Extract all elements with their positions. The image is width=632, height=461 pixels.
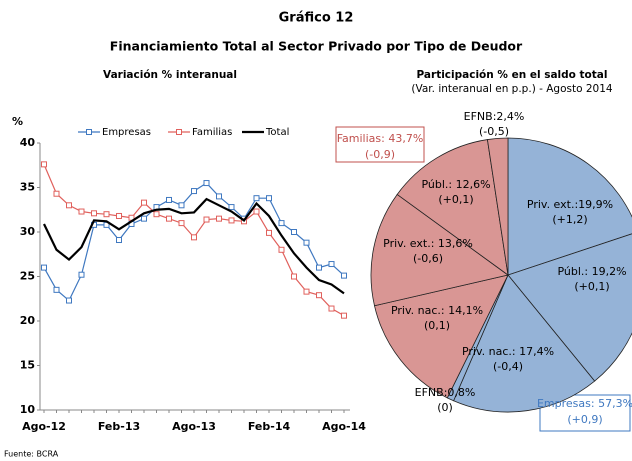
marker (303, 239, 310, 246)
marker (116, 237, 122, 244)
marker (266, 229, 272, 236)
y-tick-label: 15 (20, 359, 35, 372)
line-title: Variación % interanual (103, 69, 237, 81)
pie-slice (396, 139, 509, 276)
pie-slice (507, 233, 632, 382)
marker (203, 180, 210, 187)
y-tick-label: 35 (20, 181, 35, 194)
slice-label: EFNB:2,4% (464, 110, 525, 123)
pie-title: Participación % en el saldo total (417, 69, 608, 81)
pie-slice (374, 274, 509, 399)
marker (328, 305, 335, 312)
marker (203, 216, 210, 223)
slice-label: EFNB:0,8% (415, 386, 476, 399)
marker (178, 202, 185, 209)
slice-change: (0) (437, 401, 453, 414)
y-tick-label: 20 (20, 314, 36, 327)
marker (53, 190, 60, 197)
marker (278, 246, 285, 253)
marker (341, 312, 347, 319)
slice-label: Priv. ext.: 13,6% (383, 237, 473, 250)
marker (116, 212, 122, 219)
x-tick-label: Feb-14 (248, 420, 291, 433)
y-tick-label: 30 (20, 225, 36, 238)
marker (53, 286, 60, 293)
group-label: Empresas: 57,3% (537, 397, 632, 410)
pie-slice (370, 193, 509, 307)
slice-change: (+1,2) (552, 213, 587, 226)
familias-box (335, 126, 425, 163)
marker (153, 211, 160, 218)
pie-slice (507, 137, 632, 276)
marker (78, 271, 85, 278)
y-tick-label: 25 (20, 270, 35, 283)
slice-label: Priv. ext.:19,9% (527, 198, 613, 211)
y-tick-label: 10 (20, 403, 36, 416)
marker (78, 208, 85, 215)
legend-marker (176, 129, 182, 135)
slice-change: (-0,5) (479, 125, 509, 138)
marker (66, 202, 72, 209)
marker (303, 288, 310, 295)
marker (191, 234, 197, 241)
marker (341, 272, 347, 279)
marker (166, 215, 172, 222)
legend-marker (86, 129, 92, 135)
x-tick-label: Feb-13 (98, 420, 140, 433)
marker (191, 188, 197, 195)
slice-change: (-0,4) (493, 360, 523, 373)
source: Fuente: BCRA (4, 450, 59, 459)
x-tick-label: Ago-12 (22, 420, 66, 433)
group-label: Familias: 43,7% (337, 132, 424, 145)
marker (103, 211, 110, 218)
series-line (43, 197, 345, 295)
marker (41, 161, 47, 168)
legend-label: Familias (192, 127, 232, 138)
slice-label: Priv. nac.: 17,4% (462, 345, 554, 358)
slice-change: (-0,6) (413, 252, 443, 265)
marker (178, 220, 185, 227)
y-label: % (12, 115, 23, 128)
legend-label: Empresas (102, 127, 151, 138)
slice-change: (+0,1) (574, 280, 609, 293)
marker (141, 199, 147, 206)
marker (328, 261, 335, 268)
pie-subtitle: (Var. interanual en p.p.) - Agosto 2014 (411, 83, 613, 95)
marker (141, 215, 147, 222)
marker (166, 196, 172, 203)
marker (291, 273, 297, 280)
subtitle: Financiamiento Total al Sector Privado p… (110, 39, 523, 54)
marker (228, 217, 235, 224)
y-tick-label: 40 (20, 136, 36, 149)
legend-label: Total (265, 127, 289, 138)
marker (266, 195, 272, 202)
group-change: (-0,9) (365, 148, 395, 161)
x-tick-label: Ago-13 (172, 420, 216, 433)
marker (253, 208, 260, 215)
marker (91, 210, 97, 217)
slice-label: Priv. nac.: 14,1% (391, 304, 483, 317)
pie-slice (486, 137, 509, 276)
marker (291, 229, 297, 235)
slice-change: (0,1) (424, 319, 450, 332)
marker (316, 292, 322, 299)
pie-slice (453, 274, 596, 413)
title: Gráfico 12 (279, 11, 354, 26)
marker (228, 204, 235, 211)
slice-label: Públ.: 19,2% (557, 265, 626, 278)
slice-change: (+0,1) (438, 193, 473, 206)
group-change: (+0,9) (567, 413, 602, 426)
marker (316, 264, 322, 271)
slice-label: Públ.: 12,6% (421, 178, 490, 191)
marker (41, 264, 47, 271)
marker (278, 220, 285, 227)
marker (216, 215, 222, 222)
marker (253, 195, 260, 202)
marker (216, 193, 222, 200)
x-tick-label: Ago-14 (322, 420, 366, 433)
marker (66, 297, 72, 304)
